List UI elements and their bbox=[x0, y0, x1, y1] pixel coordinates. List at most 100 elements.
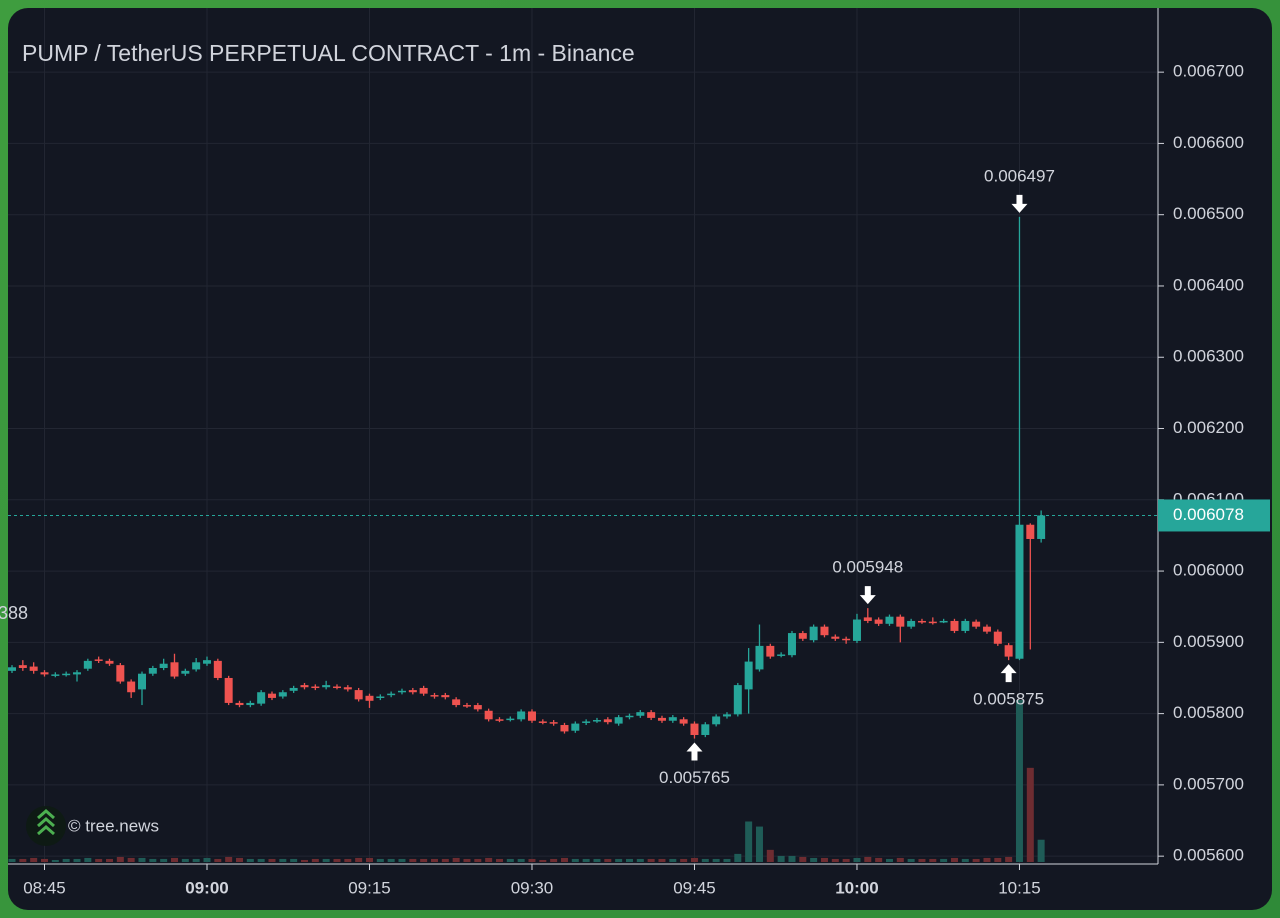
candle-body bbox=[397, 690, 406, 693]
volume-bar bbox=[8, 858, 16, 862]
y-tick-label: 0.006600 bbox=[1173, 133, 1244, 152]
volume-layer bbox=[8, 700, 1045, 862]
candle-body bbox=[571, 723, 580, 731]
candle-body bbox=[8, 667, 16, 671]
last-price-label: 0.006078 bbox=[1173, 505, 1244, 524]
candle-body bbox=[961, 620, 970, 631]
candle-body bbox=[170, 662, 179, 677]
candle-body bbox=[636, 712, 645, 716]
candle-body bbox=[733, 685, 742, 715]
volume-bar bbox=[160, 858, 168, 862]
volume-bar bbox=[235, 857, 243, 862]
candle-body bbox=[896, 616, 905, 627]
chart-title: PUMP / TetherUS PERPETUAL CONTRACT - 1m … bbox=[22, 40, 635, 66]
candle-body bbox=[354, 690, 363, 700]
candle-body bbox=[560, 725, 569, 732]
candle-body bbox=[235, 702, 244, 706]
volume-bar bbox=[658, 858, 666, 862]
candle-body bbox=[484, 710, 493, 720]
x-tick-label: 09:45 bbox=[673, 878, 716, 897]
volume-bar bbox=[1005, 856, 1013, 862]
volume-bar bbox=[777, 855, 785, 862]
candle-body bbox=[343, 687, 352, 690]
volume-bar bbox=[268, 858, 276, 862]
candle-body bbox=[430, 695, 439, 697]
volume-bar bbox=[994, 857, 1002, 862]
candle-body bbox=[701, 724, 710, 735]
candle-body bbox=[679, 719, 688, 724]
volume-bar bbox=[420, 858, 428, 862]
volume-bar bbox=[831, 858, 839, 862]
candle-body bbox=[744, 661, 753, 690]
volume-bar bbox=[528, 858, 536, 862]
volume-bar bbox=[701, 858, 709, 862]
volume-bar bbox=[127, 857, 135, 862]
volume-bar bbox=[734, 853, 742, 862]
candle-body bbox=[917, 620, 926, 623]
logo bbox=[26, 806, 66, 846]
volume-bar bbox=[246, 858, 254, 862]
volume-bar bbox=[181, 858, 189, 862]
volume-bar bbox=[506, 858, 514, 862]
candle-body bbox=[51, 674, 60, 676]
candle-body bbox=[712, 716, 721, 725]
candle-body bbox=[549, 722, 558, 724]
volume-bar bbox=[755, 826, 763, 862]
volume-bar bbox=[539, 859, 547, 862]
candle-body bbox=[365, 695, 374, 701]
candle-body bbox=[246, 702, 255, 706]
volume-bar bbox=[84, 857, 92, 862]
volume-bar bbox=[918, 858, 926, 862]
volume-bar bbox=[745, 821, 753, 862]
candle-body bbox=[831, 636, 840, 639]
candle-body bbox=[257, 692, 266, 704]
candle-body bbox=[939, 620, 948, 623]
candle-body bbox=[657, 717, 666, 721]
x-tick-label: 09:00 bbox=[185, 878, 228, 897]
candle-body bbox=[40, 672, 49, 675]
candle-body bbox=[809, 626, 818, 641]
candle-body bbox=[820, 626, 829, 636]
annotation-layer: 0.006497 0.005948 0.005875 0.005765 bbox=[659, 166, 1055, 787]
volume-bar bbox=[311, 858, 319, 862]
volume-bar bbox=[940, 858, 948, 862]
volume-bar bbox=[875, 857, 883, 862]
x-tick-label: 09:15 bbox=[348, 878, 391, 897]
candle-body bbox=[950, 620, 959, 631]
candle-body bbox=[29, 666, 38, 671]
volume-bar bbox=[647, 858, 655, 862]
volume-bar bbox=[214, 858, 222, 862]
volume-bar bbox=[257, 858, 265, 862]
volume-bar bbox=[463, 858, 471, 862]
candle-body bbox=[1026, 524, 1035, 539]
volume-bar bbox=[225, 856, 233, 862]
volume-bar bbox=[290, 858, 298, 862]
volume-bar bbox=[203, 857, 211, 862]
candle-body bbox=[148, 667, 157, 674]
y-tick-label: 0.006200 bbox=[1173, 418, 1244, 437]
volume-bar bbox=[842, 858, 850, 862]
candle-body bbox=[462, 705, 471, 707]
x-tick-label: 10:00 bbox=[835, 878, 878, 897]
volume-bar bbox=[365, 857, 373, 862]
cropped-price-label: 388 bbox=[0, 603, 28, 623]
x-tick-label: 10:15 bbox=[998, 878, 1041, 897]
volume-bar bbox=[355, 857, 363, 862]
y-tick-label: 0.006300 bbox=[1173, 347, 1244, 366]
candle-body bbox=[1015, 524, 1024, 659]
volume-bar bbox=[40, 858, 48, 862]
candle-body bbox=[452, 699, 461, 706]
candle-body bbox=[614, 717, 623, 724]
volume-bar bbox=[723, 858, 731, 862]
candle-body bbox=[885, 616, 894, 624]
candle-body bbox=[1004, 645, 1013, 657]
y-tick-label: 0.005700 bbox=[1173, 774, 1244, 793]
volume-bar bbox=[680, 858, 688, 862]
candle-body bbox=[267, 693, 276, 698]
candle-body bbox=[625, 715, 634, 718]
candle-body bbox=[311, 686, 320, 689]
volume-bar bbox=[387, 858, 395, 862]
candle-body bbox=[83, 660, 92, 669]
volume-bar bbox=[690, 857, 698, 862]
